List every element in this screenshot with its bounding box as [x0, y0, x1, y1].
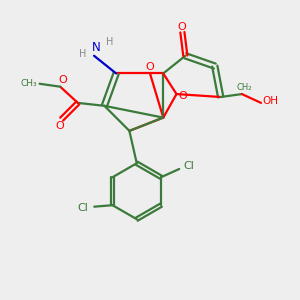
Text: H: H: [79, 49, 87, 59]
Text: Cl: Cl: [184, 161, 194, 171]
Text: O: O: [58, 75, 67, 85]
Text: H: H: [106, 37, 113, 46]
Text: CH₃: CH₃: [20, 79, 37, 88]
Text: CH₂: CH₂: [236, 83, 252, 92]
Text: N: N: [92, 41, 101, 54]
Text: O: O: [177, 22, 186, 32]
Text: O: O: [146, 62, 154, 72]
Text: O: O: [56, 121, 64, 130]
Text: O: O: [178, 91, 188, 100]
Text: Cl: Cl: [78, 202, 88, 213]
Text: OH: OH: [262, 95, 278, 106]
